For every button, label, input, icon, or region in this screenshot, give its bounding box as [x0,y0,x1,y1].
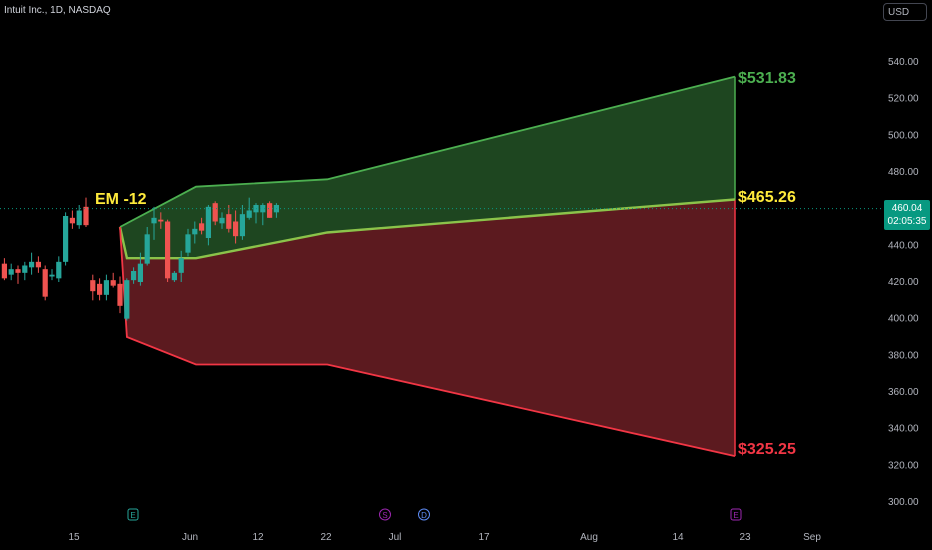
x-axis-tick-label: 17 [478,532,490,543]
x-axis-tick-label: Jun [182,532,198,543]
candle [63,212,69,266]
x-axis-tick-label: 23 [739,532,751,543]
y-axis-tick-label: 300.00 [888,497,919,508]
last-price-badge: 460.04 02:05:35 [884,200,930,230]
svg-text:E: E [733,511,738,520]
y-axis-tick-label: 540.00 [888,57,919,68]
candle [246,197,252,220]
mid-band-line [118,198,736,260]
y-axis-tick-label: 340.00 [888,424,919,435]
candle [8,263,14,281]
earnings-icon[interactable]: E [730,508,742,521]
y-axis-tick-label: 440.00 [888,240,919,251]
x-axis-tick-label: Sep [803,532,821,543]
candle [97,278,103,301]
svg-text:D: D [421,511,427,520]
candle [165,219,171,282]
candle [260,203,266,226]
y-axis-tick-label: 420.00 [888,277,919,288]
candle [15,265,21,284]
y-axis-tick-label: 360.00 [888,387,919,398]
x-axis-tick-label: 22 [320,532,332,543]
candle [137,252,143,286]
candle [1,258,7,281]
y-axis-tick-label: 520.00 [888,94,919,105]
candle [35,256,41,273]
candle [83,197,89,227]
x-axis-tick-label: 12 [252,532,264,543]
candle [171,271,177,282]
candle [22,261,28,281]
candle [151,206,157,240]
candle [226,205,232,233]
x-axis-tick-label: Aug [580,532,598,543]
candle [103,274,109,301]
candle [212,201,218,226]
y-axis-tick-label: 320.00 [888,460,919,471]
candle [219,212,225,229]
candle [124,278,130,321]
candle [144,227,150,266]
candle [49,269,55,281]
chart-title: Intuit Inc., 1D, NASDAQ [4,5,111,16]
upper-level-label: $531.83 [738,70,796,87]
candle [205,205,211,246]
y-axis-tick-label: 380.00 [888,350,919,361]
candle [233,210,239,244]
dividend-icon[interactable]: D [418,508,430,521]
em-annotation-label: EM -12 [95,191,147,208]
y-axis-tick-label: 480.00 [888,167,919,178]
candle [110,272,116,288]
candle [90,274,96,301]
currency-button[interactable]: USD [883,3,927,21]
y-axis-tick-label: 400.00 [888,314,919,325]
mid-level-label: $465.26 [738,189,796,206]
x-axis-tick-label: Jul [389,532,402,543]
svg-text:E: E [130,511,135,520]
x-axis-tick-label: 14 [672,532,684,543]
split-icon[interactable]: S [379,508,391,521]
candle [29,252,35,275]
earnings-icon[interactable]: E [127,508,139,521]
candle [117,276,123,314]
candle [76,205,82,229]
lower-level-label: $325.25 [738,441,796,458]
lower-expected-zone [120,199,735,457]
candle [131,267,137,284]
candle [178,250,184,282]
candle [69,210,75,229]
candle [267,201,273,218]
candle [239,205,245,240]
candle [185,228,191,257]
svg-text:S: S [382,511,387,520]
upper-band-line [119,75,736,228]
candle [158,212,164,229]
candle [56,256,62,282]
x-axis-tick-label: 15 [68,532,80,543]
candle [199,217,205,235]
bar-countdown: 02:05:35 [887,216,927,227]
last-price-value: 460.04 [891,203,923,214]
candle [42,265,48,301]
y-axis-tick-label: 500.00 [888,130,919,141]
candle [192,221,198,244]
upper-expected-zone [120,76,735,259]
